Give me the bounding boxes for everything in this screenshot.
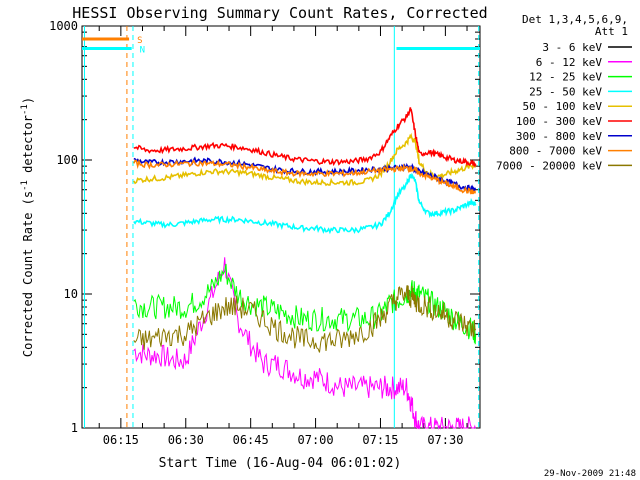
- legend-label: 800 - 7000 keV: [509, 145, 602, 158]
- legend: Det 1,3,4,5,6,9,Att 1 3 - 6 keV 6 - 12 keV…: [496, 13, 632, 172]
- legend-label: 6 - 12 keV: [536, 56, 603, 69]
- x-tick-label: 07:15: [362, 433, 398, 447]
- legend-label: 300 - 800 keV: [516, 130, 602, 143]
- y-axis-label-end: ): [21, 97, 35, 104]
- legend-label: 25 - 50 keV: [529, 85, 602, 98]
- plot-area: 1 10 100 1000 06:15 06:30 06:45 07:00 07:15 07:30…: [49, 19, 481, 447]
- y-tick-label: 100: [56, 153, 78, 167]
- legend-label: 3 - 6 keV: [542, 41, 602, 54]
- y-axis-label-main: Corrected Count Rate (s: [21, 191, 35, 357]
- plot-frame: [81, 25, 481, 429]
- legend-label: 7000 - 20000 keV: [496, 159, 602, 172]
- series-line: [133, 107, 477, 168]
- flag-label-N: N: [140, 45, 145, 55]
- y-tick-label: 1: [71, 421, 78, 435]
- series-line: [133, 172, 477, 235]
- series-line: [133, 285, 477, 353]
- x-tick-label: 06:15: [103, 433, 139, 447]
- x-tick-label: 06:30: [168, 433, 204, 447]
- footer-date: 29-Nov-2009 21:48: [544, 469, 636, 479]
- series-line: [133, 257, 476, 430]
- y-axis-label: Corrected Count Rate (s-1 detector-1): [20, 97, 35, 357]
- y-axis-label-superscript-2: -1: [20, 104, 30, 115]
- x-axis-label: Start Time (16-Aug-04 06:01:02): [159, 456, 402, 471]
- y-axis-label-middle: detector: [21, 115, 35, 180]
- flag-label-S: S: [137, 36, 142, 46]
- series-line: [133, 158, 476, 195]
- y-tick-label: 10: [64, 287, 78, 301]
- chart-title: HESSI Observing Summary Count Rates, Cor…: [72, 4, 487, 22]
- y-axis-label-superscript-1: -1: [20, 180, 30, 191]
- x-tick-label: 07:00: [298, 433, 334, 447]
- x-tick-label: 07:30: [427, 433, 463, 447]
- legend-label: 12 - 25 keV: [529, 71, 602, 84]
- legend-label: 100 - 300 keV: [516, 115, 602, 128]
- x-tick-label: 06:45: [233, 433, 269, 447]
- legend-label: 50 - 100 keV: [523, 100, 603, 113]
- legend-header: Det 1,3,4,5,6,9,: [522, 13, 628, 26]
- y-tick-label: 1000: [49, 19, 78, 33]
- legend-header: Att 1: [595, 25, 628, 38]
